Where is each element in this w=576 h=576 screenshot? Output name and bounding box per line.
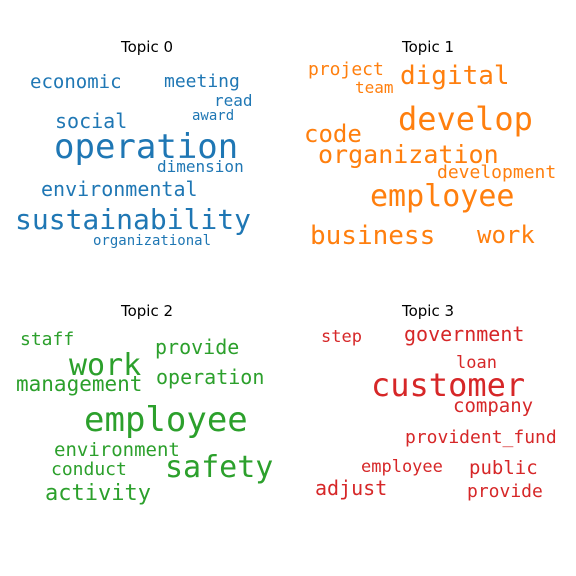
word-award: award bbox=[192, 108, 234, 124]
topic-panel-1: Topic 1 develop employee digital business org… bbox=[304, 38, 556, 251]
word-public: public bbox=[469, 457, 538, 479]
word-environmental: environmental bbox=[41, 177, 198, 201]
word-operation: operation bbox=[156, 365, 264, 389]
word-code: code bbox=[304, 120, 362, 148]
word-work: work bbox=[69, 348, 141, 383]
word-team: team bbox=[355, 78, 394, 97]
word-provide: provide bbox=[155, 335, 239, 359]
word-economic: economic bbox=[30, 71, 122, 93]
word-organization: organization bbox=[318, 140, 499, 169]
word-digital: digital bbox=[400, 61, 510, 91]
word-adjust: adjust bbox=[315, 476, 387, 500]
word-sustainability: sustainability bbox=[15, 203, 251, 236]
word-staff: staff bbox=[20, 329, 74, 350]
word-employee: employee bbox=[370, 179, 515, 214]
word-customer: customer bbox=[371, 366, 525, 404]
word-government: government bbox=[404, 322, 524, 346]
topic-panel-2: Topic 2 employee safety work activity managem… bbox=[16, 302, 273, 506]
word-loan: loan bbox=[456, 353, 497, 373]
word-provide: provide bbox=[467, 481, 543, 502]
word-safety: safety bbox=[165, 450, 273, 485]
word-step: step bbox=[321, 327, 362, 347]
word-employee: employee bbox=[84, 400, 248, 440]
panel-title: Topic 3 bbox=[401, 302, 454, 320]
word-business: business bbox=[310, 221, 435, 251]
word-environment: environment bbox=[54, 439, 180, 461]
word-social: social bbox=[55, 109, 127, 133]
word-management: management bbox=[16, 372, 142, 396]
word-meeting: meeting bbox=[164, 71, 240, 92]
panel-title: Topic 0 bbox=[120, 38, 173, 56]
panel-title: Topic 2 bbox=[120, 302, 173, 320]
topic-panel-0: Topic 0 operation sustainabilityenvironmen… bbox=[15, 38, 253, 249]
word-conduct: conduct bbox=[51, 459, 127, 480]
word-employee: employee bbox=[361, 457, 443, 477]
word-project: project bbox=[308, 59, 384, 80]
word-work: work bbox=[477, 221, 535, 249]
word-dimension: dimension bbox=[157, 157, 244, 176]
panel-title: Topic 1 bbox=[401, 38, 454, 56]
word-organizational: organizational bbox=[93, 233, 211, 249]
word-development: development bbox=[437, 162, 556, 183]
word-provident-fund: provident_fund bbox=[405, 427, 557, 448]
topic-panel-3: Topic 3 customer government company adjust pu… bbox=[315, 302, 557, 502]
word-develop: develop bbox=[398, 100, 533, 138]
word-company: company bbox=[453, 395, 533, 417]
word-read: read bbox=[214, 91, 253, 110]
word-activity: activity bbox=[45, 481, 151, 506]
word-operation: operation bbox=[54, 127, 238, 167]
